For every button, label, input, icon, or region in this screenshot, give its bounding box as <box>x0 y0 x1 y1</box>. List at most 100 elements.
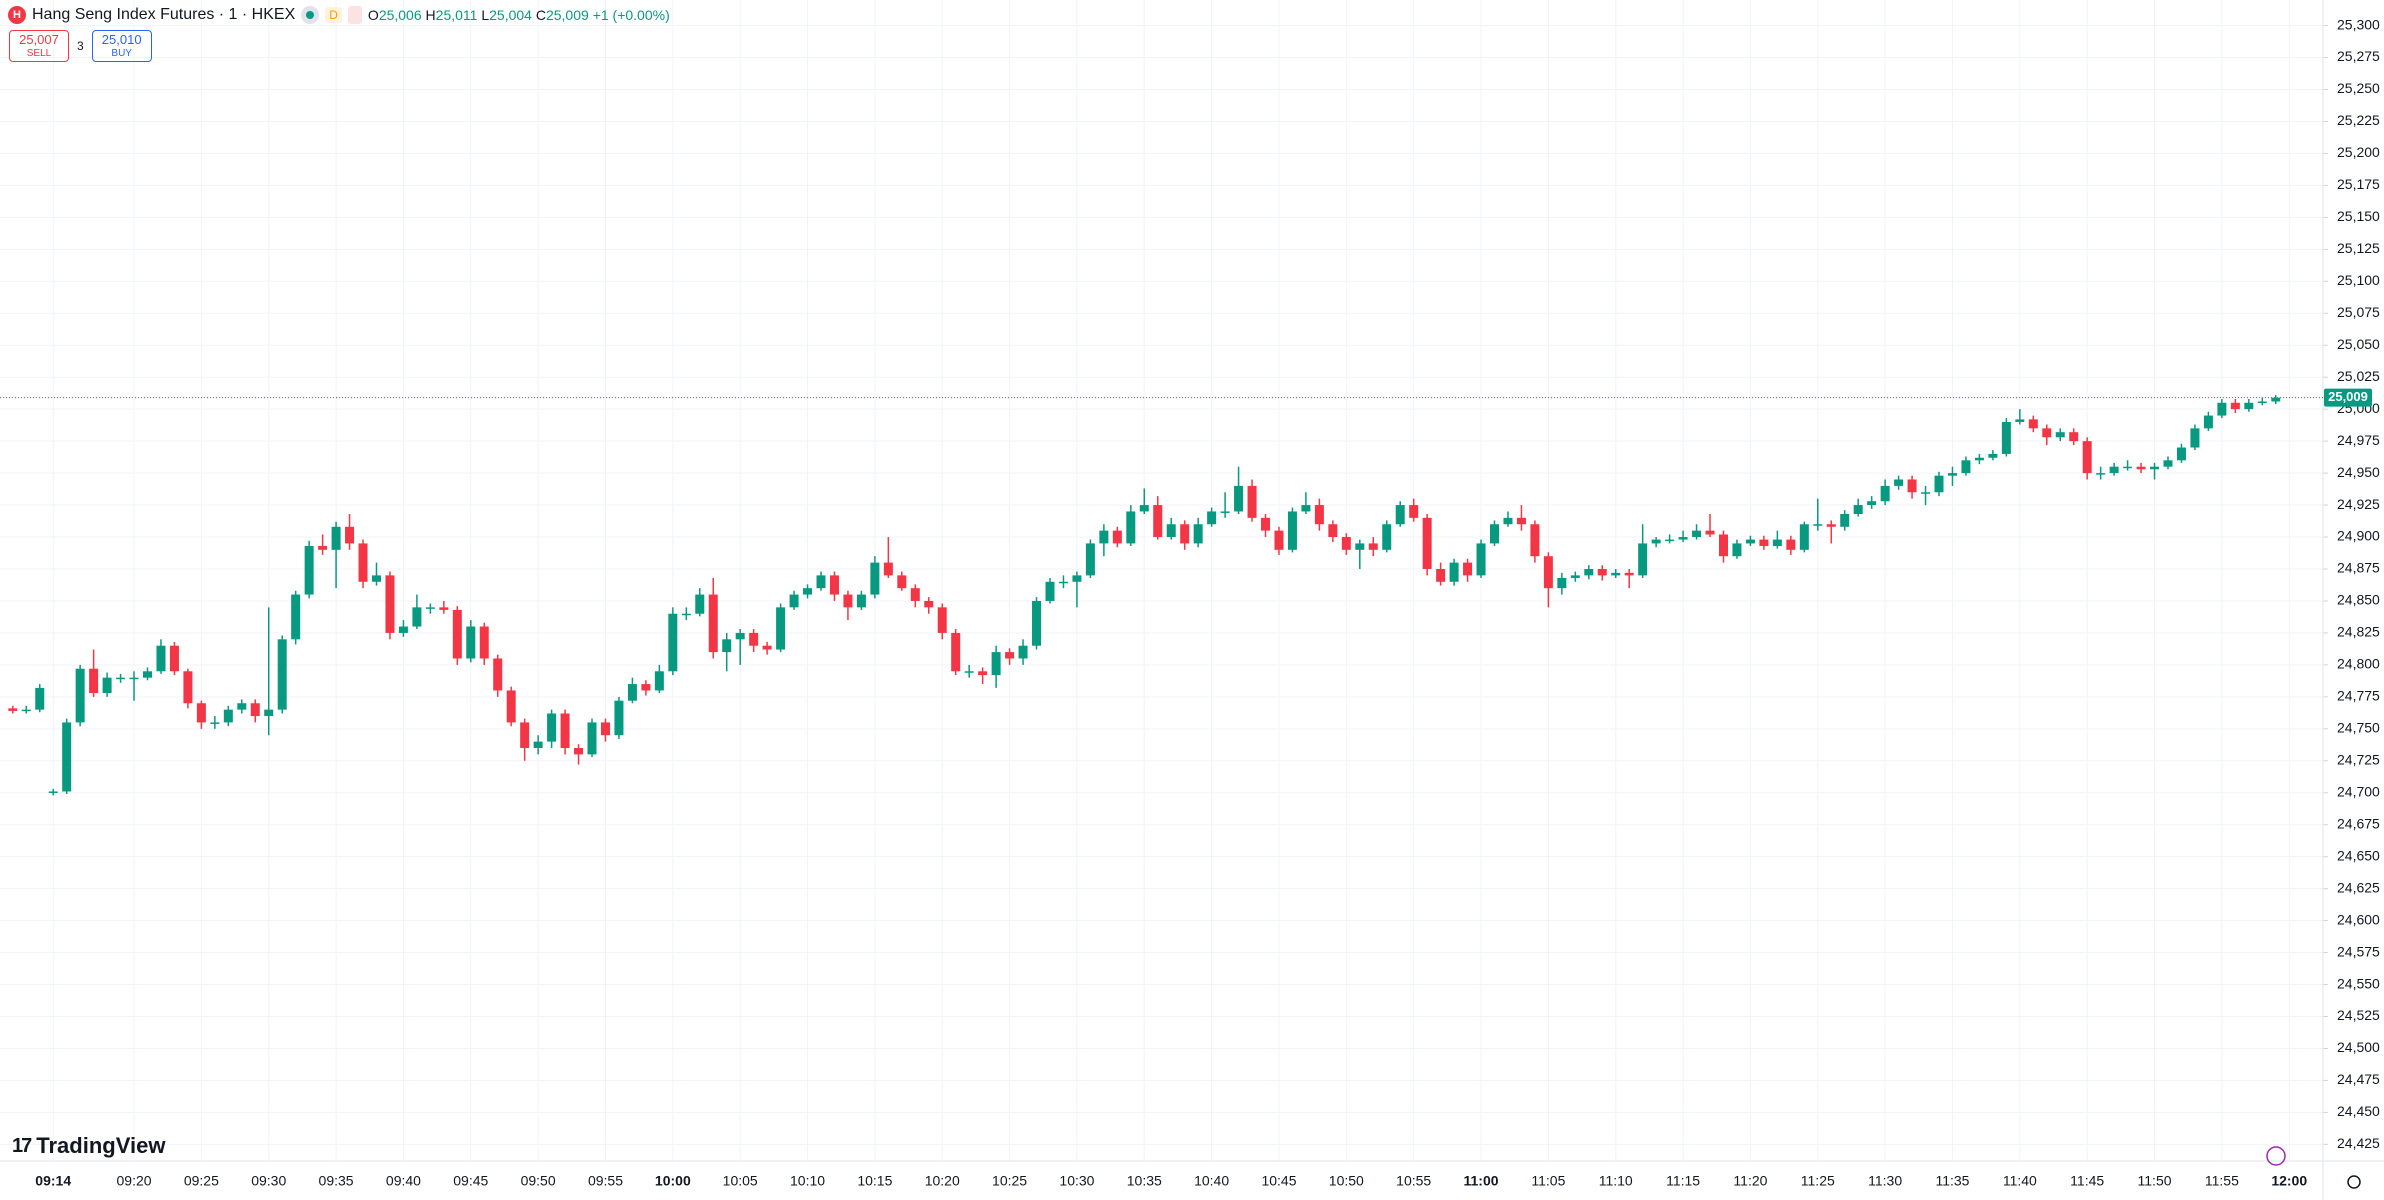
candle-body <box>856 594 866 608</box>
market-status[interactable] <box>301 6 320 24</box>
candle-body <box>2015 419 2025 422</box>
candle-body <box>223 709 233 723</box>
candle-body <box>1005 652 1015 659</box>
symbol-title[interactable]: Hang Seng Index Futures · 1 · HKEX <box>32 6 296 23</box>
candle-body <box>762 645 772 650</box>
x-tick-label: 09:55 <box>588 1173 623 1189</box>
candle-body <box>870 562 880 595</box>
candle-body <box>1692 530 1702 538</box>
x-tick-label: 11:20 <box>1733 1173 1767 1189</box>
y-tick-label: 24,600 <box>2337 911 2380 927</box>
candle-body <box>627 684 637 701</box>
candle-body <box>1624 572 1634 576</box>
candle-body <box>1718 534 1728 557</box>
candle-body <box>1880 485 1890 502</box>
candle-body <box>2082 441 2092 474</box>
candle-body <box>345 526 355 544</box>
candle-body <box>1516 517 1526 525</box>
candle-body <box>331 526 341 550</box>
sell-button[interactable]: 25,007 SELL <box>9 30 69 62</box>
y-tick-label: 24,550 <box>2337 975 2380 991</box>
x-tick-label: 10:25 <box>992 1173 1027 1189</box>
candle-body <box>533 741 543 749</box>
candle-body <box>1665 539 1675 542</box>
candle-body <box>1045 581 1055 601</box>
ohlc-value: 25,009 <box>545 7 589 23</box>
candle-body <box>574 748 584 755</box>
y-tick-label: 24,500 <box>2337 1039 2380 1055</box>
spread: 3 <box>77 39 84 53</box>
x-tick-label: 11:15 <box>1666 1173 1700 1189</box>
x-tick-label: 09:45 <box>453 1173 488 1189</box>
candle-body <box>910 588 920 601</box>
y-tick-label: 24,425 <box>2337 1135 2380 1151</box>
y-tick-label: 24,975 <box>2337 432 2380 448</box>
candle-body <box>156 645 166 672</box>
last-price-label: 25,009 <box>2328 389 2368 404</box>
candle-body <box>1234 485 1244 512</box>
x-tick-label: 11:05 <box>1531 1173 1565 1189</box>
ohlc-key: L <box>481 7 490 23</box>
x-tick-label: 09:14 <box>35 1173 71 1189</box>
settings-icon[interactable] <box>2347 1175 2361 1189</box>
candle-body <box>1422 517 1432 569</box>
candle-body <box>371 575 381 582</box>
candle-body <box>48 791 58 793</box>
flash-icon[interactable] <box>2266 1146 2286 1166</box>
candle-body <box>2271 397 2281 402</box>
candle-body <box>1220 511 1230 513</box>
x-tick-label: 09:40 <box>386 1173 421 1189</box>
candle-body <box>2042 428 2052 438</box>
chart-legend: H Hang Seng Index Futures · 1 · HKEX D O… <box>8 6 670 24</box>
candle-body <box>183 671 193 704</box>
y-tick-label: 25,300 <box>2337 16 2380 32</box>
candle-body <box>1543 556 1553 589</box>
candle-body <box>1449 562 1459 582</box>
candle-body <box>452 609 462 659</box>
brand[interactable]: 17 TradingView <box>12 1133 166 1158</box>
flag[interactable] <box>347 6 362 24</box>
y-tick-label: 24,950 <box>2337 464 2380 480</box>
candle-body <box>1786 539 1796 550</box>
candle-body <box>1247 485 1257 518</box>
candle-body <box>1072 575 1082 582</box>
candle-body <box>964 671 974 673</box>
y-tick-label: 25,150 <box>2337 208 2380 224</box>
candle-body <box>2176 447 2186 461</box>
candle-body <box>681 613 691 616</box>
trade-buttons: 25,007 SELL 3 25,010 BUY <box>9 30 152 62</box>
x-tick-label: 09:20 <box>117 1173 152 1189</box>
candle-body <box>1180 524 1190 544</box>
candle-body <box>2203 415 2213 429</box>
y-tick-label: 24,750 <box>2337 720 2380 736</box>
candle-body <box>1611 572 1621 576</box>
candle-body <box>1112 530 1122 544</box>
candle-body <box>1126 511 1136 544</box>
candle-body <box>1261 517 1271 531</box>
x-tick-label: 09:35 <box>319 1173 354 1189</box>
x-tick-label: 10:10 <box>790 1173 825 1189</box>
candle-body <box>264 709 274 717</box>
candle-body <box>1988 453 1998 458</box>
candle-body <box>1651 539 1661 544</box>
candle-body <box>2163 460 2173 467</box>
candle-body <box>1153 505 1163 538</box>
candle-body <box>1032 600 1042 646</box>
candle-body <box>8 708 18 711</box>
candle-body <box>951 632 961 672</box>
candle-body <box>1314 505 1324 525</box>
candle-body <box>1638 543 1648 576</box>
buy-button[interactable]: 25,010 BUY <box>91 30 152 62</box>
candle-body <box>1530 524 1540 557</box>
delay-badge[interactable]: D <box>325 7 342 23</box>
candle-body <box>1678 537 1688 540</box>
candle-body <box>978 671 988 676</box>
y-tick-label: 25,225 <box>2337 112 2380 128</box>
candle-body <box>2150 466 2160 470</box>
candle-body <box>1409 505 1419 518</box>
candle-body <box>1490 524 1499 544</box>
candle-body <box>385 575 395 633</box>
candle-body <box>237 703 247 710</box>
candle-body <box>735 632 745 640</box>
candle-body <box>412 607 422 627</box>
